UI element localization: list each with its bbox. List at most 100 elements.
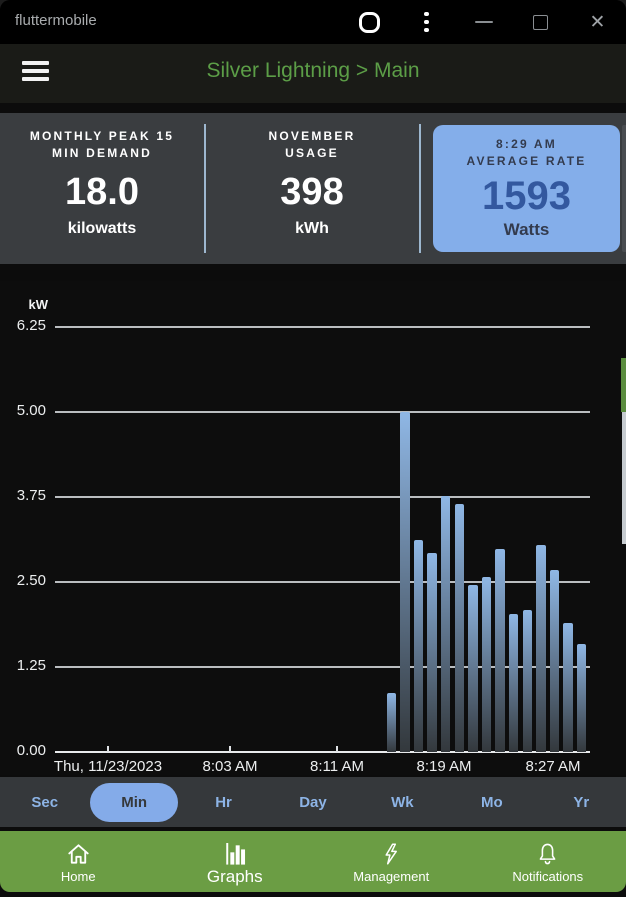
home-icon [65, 840, 92, 867]
stat-label: MONTHLY PEAK 15 MIN DEMAND [29, 129, 175, 160]
window-titlebar: fluttermobile ✕ [0, 0, 626, 44]
nav-item-label: Home [60, 868, 96, 884]
grid-line [55, 411, 590, 413]
x-tick-label: 8:11 AM [310, 758, 364, 775]
bar-8-26-am [536, 545, 546, 752]
y-tick-label: 6.25 [16, 317, 46, 334]
grid-line [55, 326, 590, 328]
app-squircle-icon[interactable] [341, 0, 398, 44]
range-option-day[interactable]: Day [268, 777, 357, 827]
app-bar: Silver Lightning > Main [0, 44, 626, 103]
range-option-wk[interactable]: Wk [358, 777, 447, 827]
x-tick-label: 8:19 AM [416, 758, 472, 775]
bar-8-21-am [468, 585, 478, 752]
bar-8-29-am [576, 644, 587, 752]
stat-card-peek [622, 125, 626, 252]
x-axis-tick [336, 746, 338, 752]
x-axis-tick [229, 746, 231, 752]
stats-divider [204, 124, 206, 253]
nav-item-notifications[interactable]: Notifications [470, 831, 626, 892]
range-option-sec[interactable]: Sec [0, 777, 89, 827]
bottom-nav: Home Graphs Management Notifications [0, 831, 626, 892]
y-tick-label: 0.00 [16, 742, 46, 759]
page-title: Silver Lightning > Main [206, 59, 420, 82]
bar-8-19-am [440, 496, 451, 752]
scrollbar-thumb[interactable] [622, 412, 626, 544]
window-title: fluttermobile [15, 12, 97, 29]
range-option-yr[interactable]: Yr [537, 777, 626, 827]
bar-8-20-am [454, 504, 464, 752]
lightning-icon [379, 840, 403, 867]
stat-value: 18.0 [65, 171, 139, 213]
x-axis-line [55, 751, 590, 753]
window-controls: ✕ [341, 0, 626, 44]
grid-line [55, 666, 590, 668]
stat-card-monthly-peak-demand[interactable]: MONTHLY PEAK 15 MIN DEMAND 18.0 kilowatt… [0, 113, 204, 264]
stat-card-average-rate-selected[interactable]: 8:29 AM AVERAGE RATE 1593 Watts [433, 125, 620, 252]
bar-8-24-am [508, 614, 519, 752]
x-axis-tick [107, 746, 109, 752]
nav-item-label: Notifications [512, 868, 584, 884]
squircle-icon [359, 11, 380, 33]
bar-8-23-am [495, 549, 505, 752]
grid-line [55, 496, 590, 498]
bar-8-15-am [386, 693, 396, 752]
stat-label: NOVEMBER USAGE [268, 129, 356, 160]
range-option-mo[interactable]: Mo [447, 777, 536, 827]
stat-label: 8:29 AM AVERAGE RATE [466, 137, 587, 168]
bell-icon [535, 840, 560, 867]
stat-card-november-usage[interactable]: NOVEMBER USAGE 398 kWh [206, 113, 418, 264]
bar-8-22-am [481, 577, 492, 752]
y-axis-unit-label: kW [28, 297, 49, 312]
range-option-label: Min [90, 782, 179, 822]
nav-item-label: Graphs [206, 866, 263, 886]
minimize-button[interactable] [455, 0, 512, 44]
range-option-label: Wk [391, 793, 414, 811]
range-option-label: Hr [215, 793, 232, 811]
minimize-icon [474, 21, 493, 23]
kebab-icon [424, 11, 429, 33]
menu-kebab-button[interactable] [398, 0, 455, 44]
maximize-button[interactable] [512, 0, 569, 44]
y-tick-label: 1.25 [16, 657, 46, 674]
stat-unit: Watts [503, 220, 550, 239]
bar-8-27-am [549, 570, 560, 752]
grid-line [55, 581, 590, 583]
stat-value: 1593 [482, 174, 571, 218]
stats-divider [419, 124, 421, 253]
stat-unit: kWh [295, 220, 329, 237]
time-range-selector: Sec Min Hr Day Wk Mo Yr [0, 777, 626, 827]
bar-8-28-am [563, 623, 573, 752]
bar-8-17-am [413, 540, 424, 752]
range-option-label: Mo [480, 793, 503, 811]
range-option-min[interactable]: Min [89, 777, 179, 827]
stat-unit: kilowatts [67, 220, 137, 237]
close-button[interactable]: ✕ [569, 0, 626, 44]
range-option-hr[interactable]: Hr [179, 777, 268, 827]
bar-chart-icon [221, 840, 249, 867]
x-tick-label: 8:27 AM [525, 758, 581, 775]
power-bar-chart: kW 0.00 1.25 2.50 3.75 5.00 6.25 Thu, 11/23/202… [0, 281, 626, 775]
x-tick-label: 8:03 AM [202, 758, 258, 775]
range-option-label: Sec [31, 793, 59, 811]
y-tick-label: 5.00 [16, 402, 46, 419]
close-icon: ✕ [589, 11, 606, 33]
range-option-label: Yr [573, 793, 590, 811]
nav-item-label: Management [353, 868, 430, 884]
y-tick-label: 2.50 [16, 572, 46, 589]
y-tick-label: 3.75 [16, 487, 46, 504]
bar-8-16-am [400, 412, 410, 752]
nav-item-graphs[interactable]: Graphs [157, 831, 314, 892]
stat-value: 398 [280, 171, 344, 213]
maximize-icon [533, 14, 548, 30]
x-tick-label: Thu, 11/23/2023 [53, 758, 163, 775]
range-option-label: Day [299, 793, 327, 811]
stats-panel: MONTHLY PEAK 15 MIN DEMAND 18.0 kilowatt… [0, 113, 626, 264]
bar-8-25-am [522, 610, 532, 752]
nav-item-home[interactable]: Home [0, 831, 157, 892]
hamburger-menu-button[interactable] [22, 61, 49, 81]
bar-8-18-am [427, 553, 437, 752]
nav-item-management[interactable]: Management [313, 831, 470, 892]
edge-peek-strip [621, 358, 626, 412]
